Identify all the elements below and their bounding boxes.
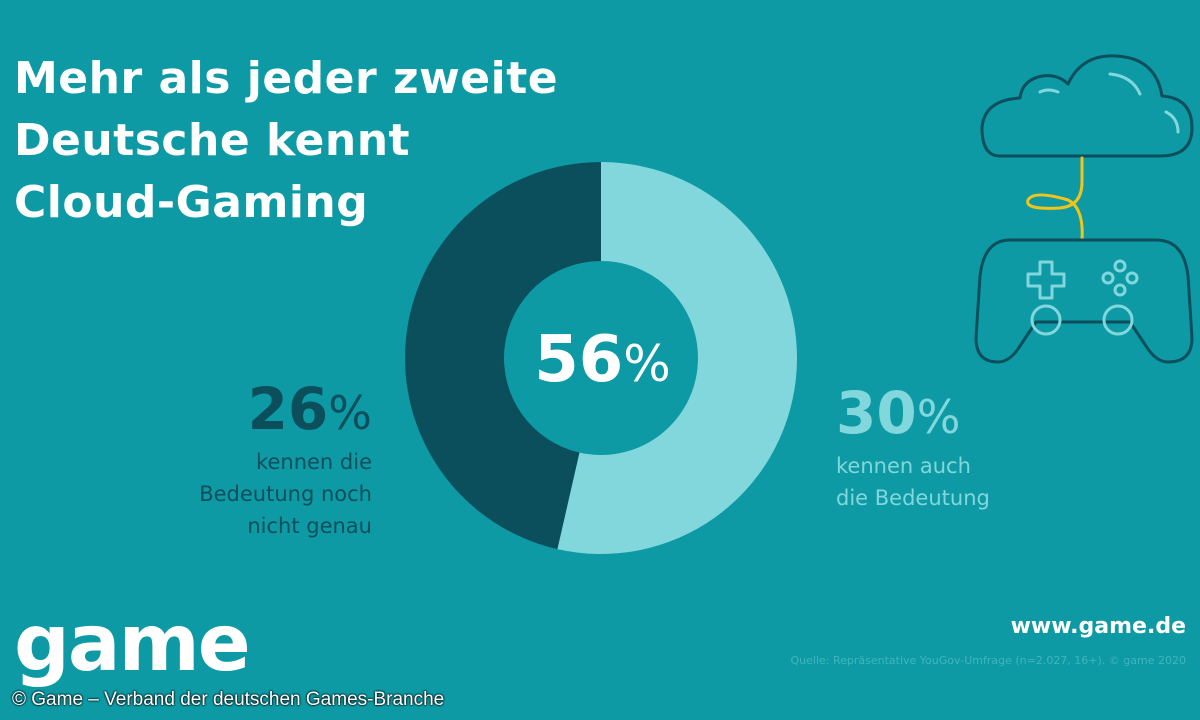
gamepad-icon: [974, 238, 1194, 364]
total-value: 56: [534, 323, 624, 397]
series-dark-value: 26: [247, 375, 329, 443]
donut-segment-dark: [404, 162, 601, 550]
series-dark-text-3: nicht genau: [247, 514, 372, 538]
title-line-1: Mehr als jeder zweite: [14, 53, 559, 104]
series-dark-text-2: Bedeutung noch: [199, 482, 372, 506]
title-line-3: Cloud-Gaming: [14, 177, 369, 228]
series-dark-unit: %: [328, 386, 372, 440]
total-unit: %: [623, 335, 671, 393]
page-title: Mehr als jeder zweite Deutsche kennt Clo…: [14, 48, 558, 234]
game-logo: game: [14, 599, 251, 689]
cable-icon: [1026, 156, 1084, 242]
series-light-unit: %: [916, 390, 961, 444]
total-label: 56%: [520, 320, 685, 404]
series-light-value: 30: [836, 379, 917, 447]
series-dark-text-1: kennen die: [256, 450, 372, 474]
series-light-text-2: die Bedeutung: [836, 486, 990, 510]
series-light-text-1: kennen auch: [836, 454, 971, 478]
series-label-dark: 26% kennen die Bedeutung noch nicht gena…: [199, 376, 372, 542]
title-line-2: Deutsche kennt: [14, 115, 411, 166]
source-note: Quelle: Repräsentative YouGov-Umfrage (n…: [790, 654, 1186, 667]
cloud-gaming-illustration: [970, 40, 1195, 374]
donut-segment-light: [557, 162, 797, 554]
website-link[interactable]: www.game.de: [1010, 614, 1186, 639]
cloud-icon: [980, 54, 1194, 158]
series-label-light: 30% kennen auch die Bedeutung: [836, 380, 990, 514]
copyright-caption: © Game – Verband der deutschen Games-Bra…: [12, 689, 445, 710]
